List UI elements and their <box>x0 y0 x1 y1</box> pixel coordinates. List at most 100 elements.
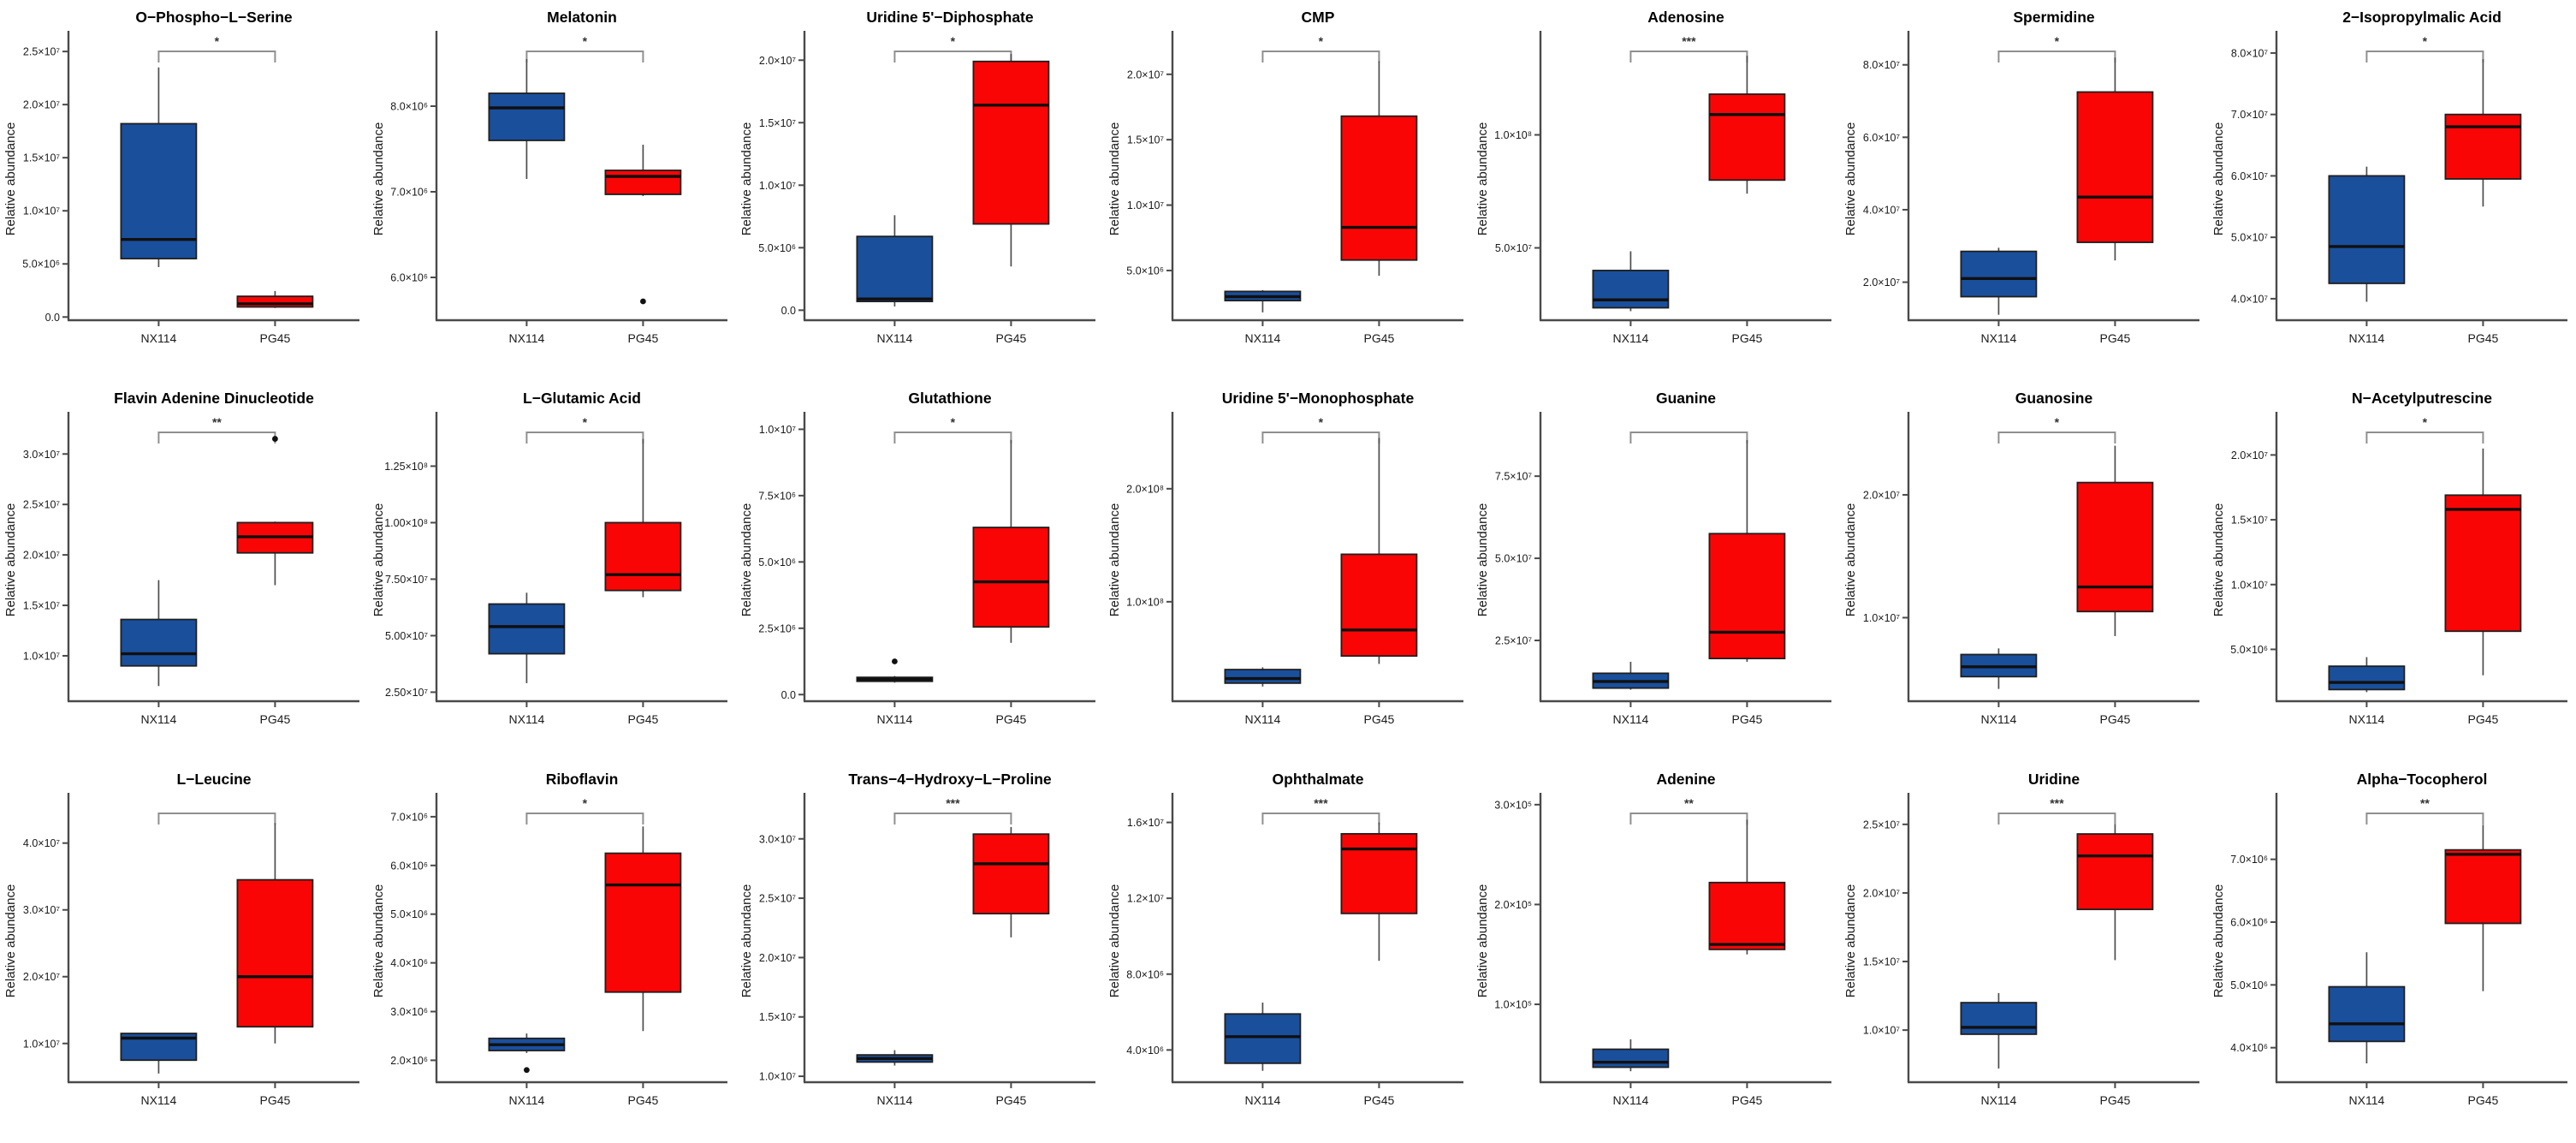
significance-label: * <box>583 34 588 48</box>
y-tick-label: 7.0×10⁶ <box>2230 854 2268 866</box>
panel-title: Alpha−Tocopherol <box>2357 771 2488 788</box>
boxplot-svg: Flavin Adenine Dinucleotide 1.0×10⁷ 1.5×10… <box>3 390 359 726</box>
panel-title: O−Phospho−L−Serine <box>135 9 293 26</box>
box-pg45 <box>2444 494 2522 633</box>
boxplot-svg: Ophthalmate 4.0×10⁶ 8.0×10⁶ 1.2×10⁷ 1.6×10⁷ R… <box>1107 771 1463 1107</box>
panel-title: Adenine <box>1656 771 1715 788</box>
significance-label: * <box>951 34 956 48</box>
y-tick-label: 2.5×10⁷ <box>23 46 61 58</box>
boxplot-panel: L−Glutamic Acid 2.50×10⁷ 5.00×10⁷ 7.50×10⁷ 1… <box>368 381 736 762</box>
x-tick-label: PG45 <box>259 331 290 345</box>
outlier-dot <box>272 436 278 442</box>
x-tick-label: NX114 <box>1245 712 1281 726</box>
significance-bracket <box>1261 813 1380 825</box>
x-tick-label: PG45 <box>2467 712 2498 726</box>
boxplot-svg: Uridine 1.0×10⁷ 1.5×10⁷ 2.0×10⁷ 2.5×10⁷ Relat… <box>1843 771 2199 1107</box>
x-tick-label: NX114 <box>141 1093 177 1107</box>
y-tick-label: 2.0×10⁷ <box>759 952 797 964</box>
y-tick-label: 8.0×10⁶ <box>390 101 428 113</box>
box-nx114 <box>1960 250 2038 298</box>
x-tick-label: NX114 <box>141 331 177 345</box>
significance-bracket <box>1997 51 2116 63</box>
y-axis-label: Relative abundance <box>1843 122 1858 236</box>
y-axis-label: Relative abundance <box>3 122 18 236</box>
significance-bracket <box>525 51 644 63</box>
panel-title: Riboflavin <box>546 771 619 788</box>
y-tick-label: 2.0×10⁵ <box>1494 899 1532 911</box>
panel-title: Flavin Adenine Dinucleotide <box>114 390 314 407</box>
box-pg45 <box>604 852 682 993</box>
box-pg45 <box>236 878 314 1028</box>
x-tick-label: PG45 <box>1731 712 1762 726</box>
boxplot-panel: Riboflavin 2.0×10⁶ 3.0×10⁶ 4.0×10⁶ 5.0×10⁶ 6.… <box>368 762 736 1143</box>
boxplot-panel: Glutathione 0.0 2.5×10⁶ 5.0×10⁶ 7.5×10⁶ 1.0×1… <box>736 381 1104 762</box>
y-axis-label: Relative abundance <box>1107 503 1122 617</box>
y-tick-label: 0.0 <box>781 689 796 701</box>
y-tick-label: 2.0×10⁷ <box>23 99 61 111</box>
y-tick-label: 2.0×10⁸ <box>1126 483 1164 495</box>
y-tick-label: 1.0×10⁷ <box>759 424 797 436</box>
x-tick-label: PG45 <box>1363 712 1394 726</box>
boxplot-svg: 2−Isopropylmalic Acid 4.0×10⁷ 5.0×10⁷ 6.0×1… <box>2211 9 2567 345</box>
y-tick-label: 1.5×10⁷ <box>23 600 61 612</box>
y-tick-label: 2.5×10⁷ <box>1495 635 1533 647</box>
x-tick-label: NX114 <box>1245 331 1281 345</box>
y-tick-label: 7.5×10⁷ <box>1495 471 1533 483</box>
y-tick-label: 5.0×10⁷ <box>2231 232 2269 244</box>
y-axis-label: Relative abundance <box>739 503 754 617</box>
significance-label: * <box>1319 34 1324 48</box>
x-tick-label: PG45 <box>1363 331 1394 345</box>
y-tick-label: 6.0×10⁶ <box>2230 917 2268 929</box>
boxplot-panel: Trans−4−Hydroxy−L−Proline 1.0×10⁷ 1.5×10⁷ 2… <box>736 762 1104 1143</box>
y-tick-label: 5.0×10⁶ <box>2230 979 2268 991</box>
box-pg45 <box>972 833 1050 915</box>
boxplot-svg: Alpha−Tocopherol 4.0×10⁶ 5.0×10⁶ 6.0×10⁶ 7.0… <box>2211 771 2567 1107</box>
y-tick-label: 1.2×10⁷ <box>1127 893 1165 905</box>
y-tick-label: 2.5×10⁶ <box>758 622 796 634</box>
boxplot-panel: N−Acetylputrescine 5.0×10⁶ 1.0×10⁷ 1.5×10⁷ 2… <box>2208 381 2576 762</box>
x-tick-label: NX114 <box>1981 712 2017 726</box>
boxplot-panel: Alpha−Tocopherol 4.0×10⁶ 5.0×10⁶ 6.0×10⁶ 7.0… <box>2208 762 2576 1143</box>
boxplot-svg: Adenine 1.0×10⁵ 2.0×10⁵ 3.0×10⁵ Relative abu… <box>1475 771 1831 1107</box>
boxplot-svg: Adenosine 5.0×10⁷ 1.0×10⁸ Relative abundanc… <box>1475 9 1831 345</box>
box-pg45 <box>1708 533 1786 660</box>
y-tick-label: 8.0×10⁷ <box>1863 59 1901 71</box>
y-tick-label: 1.0×10⁷ <box>23 205 61 217</box>
y-tick-label: 5.0×10⁶ <box>390 908 428 920</box>
y-tick-label: 1.0×10⁷ <box>23 650 61 662</box>
y-tick-label: 5.0×10⁶ <box>22 259 60 271</box>
y-tick-label: 1.0×10⁷ <box>1863 612 1901 624</box>
boxplot-svg: Trans−4−Hydroxy−L−Proline 1.0×10⁷ 1.5×10⁷ 2… <box>739 771 1095 1107</box>
significance-label: *** <box>1314 796 1328 810</box>
significance-bracket <box>1629 51 1748 63</box>
x-tick-label: NX114 <box>2349 331 2385 345</box>
significance-bracket <box>1261 51 1380 63</box>
x-tick-label: PG45 <box>1731 331 1762 345</box>
x-tick-label: PG45 <box>1731 1093 1762 1107</box>
x-tick-label: NX114 <box>2349 1093 2385 1107</box>
y-tick-label: 1.0×10⁸ <box>1126 596 1164 608</box>
y-tick-label: 1.0×10⁷ <box>1863 1025 1901 1037</box>
significance-label: *** <box>946 796 960 810</box>
boxplot-panel: Flavin Adenine Dinucleotide 1.0×10⁷ 1.5×10… <box>0 381 368 762</box>
x-tick-label: PG45 <box>627 331 658 345</box>
y-tick-label: 1.0×10⁷ <box>23 1038 61 1050</box>
significance-bracket <box>1997 813 2116 825</box>
y-tick-label: 2.0×10⁷ <box>1863 887 1901 899</box>
x-tick-label: NX114 <box>509 1093 545 1107</box>
boxplot-panel: Uridine 1.0×10⁷ 1.5×10⁷ 2.0×10⁷ 2.5×10⁷ Relat… <box>1840 762 2208 1143</box>
y-tick-label: 2.5×10⁷ <box>23 499 61 511</box>
y-axis-label: Relative abundance <box>1843 503 1858 617</box>
y-axis-label: Relative abundance <box>1475 884 1490 998</box>
boxplot-svg: Glutathione 0.0 2.5×10⁶ 5.0×10⁶ 7.5×10⁶ 1.0×1… <box>739 390 1095 726</box>
y-tick-label: 6.0×10⁷ <box>1863 132 1901 144</box>
boxplot-svg: Spermidine 2.0×10⁷ 4.0×10⁷ 6.0×10⁷ 8.0×10⁷ Re… <box>1843 9 2199 345</box>
x-tick-label: PG45 <box>2099 1093 2130 1107</box>
box-nx114 <box>488 603 566 655</box>
y-tick-label: 5.0×10⁶ <box>1126 265 1164 277</box>
box-pg45 <box>1340 832 1418 914</box>
boxplot-svg: Riboflavin 2.0×10⁶ 3.0×10⁶ 4.0×10⁶ 5.0×10⁶ 6.… <box>371 771 727 1107</box>
x-tick-label: PG45 <box>2467 331 2498 345</box>
y-tick-label: 2.5×10⁷ <box>759 893 797 905</box>
box-pg45 <box>2076 833 2154 911</box>
